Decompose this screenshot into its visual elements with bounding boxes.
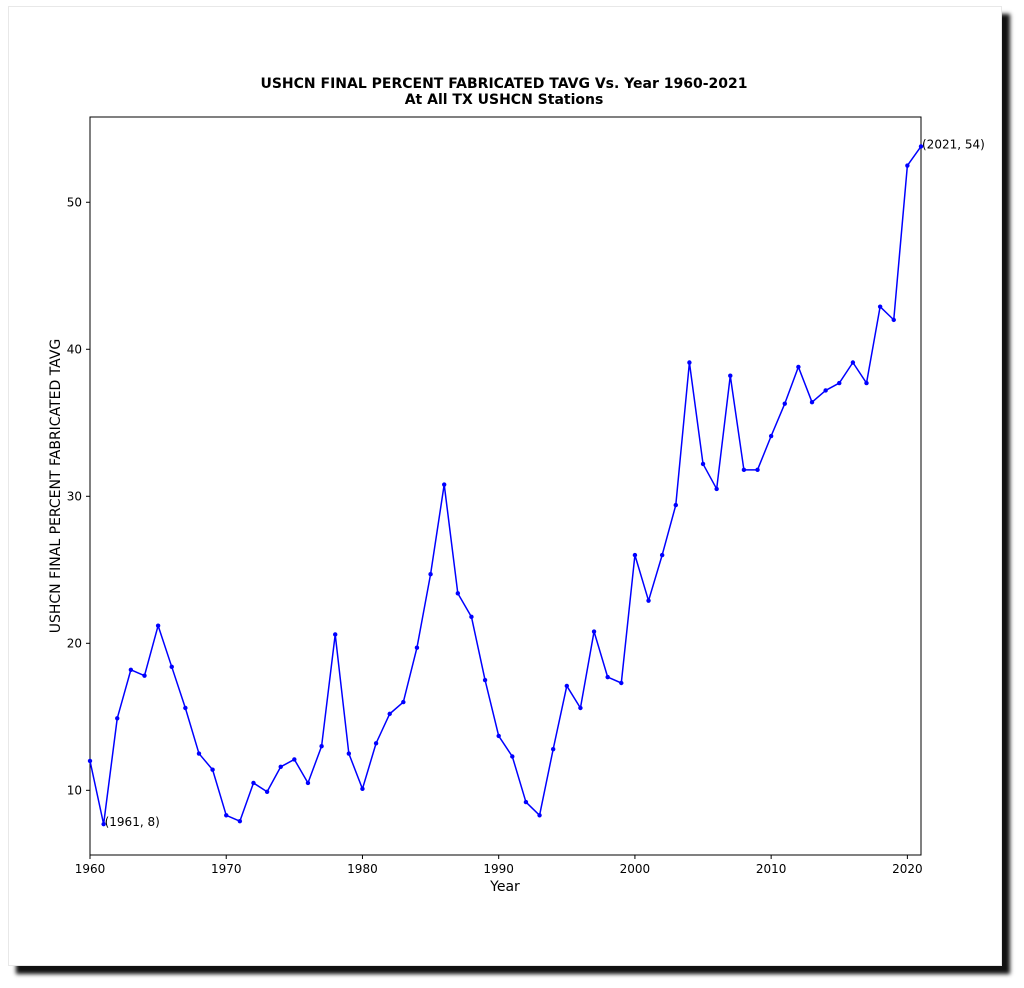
line-chart: USHCN FINAL PERCENT FABRICATED TAVG Vs. … bbox=[48, 76, 985, 895]
data-point bbox=[905, 163, 910, 168]
x-tick-label: 1990 bbox=[483, 862, 514, 876]
data-point bbox=[510, 754, 515, 759]
x-tick-label: 2010 bbox=[756, 862, 787, 876]
data-point bbox=[659, 552, 665, 558]
data-point bbox=[864, 380, 869, 386]
data-point bbox=[251, 780, 256, 786]
data-point bbox=[809, 400, 815, 405]
annotation-label: (1961, 8) bbox=[105, 815, 160, 829]
data-point bbox=[210, 767, 215, 772]
data-point bbox=[333, 632, 338, 637]
data-point bbox=[305, 780, 311, 786]
data-point bbox=[224, 813, 229, 818]
data-point bbox=[728, 373, 733, 378]
x-tick-label: 1960 bbox=[75, 862, 106, 876]
x-axis: 1960 1970 1980 1990 2000 2010 2020 bbox=[75, 855, 923, 876]
data-point bbox=[428, 572, 433, 577]
data-point bbox=[755, 467, 760, 473]
chart-title: USHCN FINAL PERCENT FABRICATED TAVG Vs. … bbox=[260, 76, 747, 92]
data-point bbox=[196, 751, 202, 756]
data-point bbox=[183, 705, 188, 711]
data-point bbox=[605, 674, 610, 680]
data-point bbox=[700, 461, 706, 467]
data-point bbox=[401, 699, 406, 705]
x-tick-label: 2020 bbox=[892, 862, 923, 876]
data-point bbox=[768, 433, 774, 439]
data-point bbox=[632, 552, 638, 558]
plot-area bbox=[89, 116, 922, 856]
data-point bbox=[673, 502, 678, 508]
data-point bbox=[169, 664, 174, 670]
x-axis-label: Year bbox=[489, 879, 520, 895]
series-line bbox=[89, 145, 922, 825]
data-point bbox=[741, 467, 747, 473]
data-point bbox=[823, 388, 828, 393]
data-point bbox=[714, 486, 719, 492]
data-point bbox=[319, 744, 324, 749]
data-point bbox=[414, 645, 420, 650]
chart-subtitle: At All TX USHCN Stations bbox=[405, 92, 604, 108]
data-point bbox=[646, 598, 651, 603]
data-point bbox=[837, 380, 842, 386]
data-point bbox=[850, 360, 856, 365]
data-point bbox=[346, 751, 352, 756]
data-point bbox=[687, 360, 692, 365]
x-tick-label: 2000 bbox=[620, 862, 651, 876]
data-point bbox=[115, 716, 120, 721]
y-tick-label: 20 bbox=[67, 636, 82, 650]
data-point bbox=[918, 144, 924, 149]
annotation-label: (2021, 54) bbox=[922, 137, 985, 151]
data-point bbox=[469, 614, 474, 620]
data-point bbox=[142, 673, 147, 678]
data-point bbox=[619, 680, 624, 686]
data-point bbox=[564, 683, 570, 689]
data-point bbox=[482, 677, 488, 683]
data-point bbox=[496, 733, 501, 739]
series-percent-fabricated bbox=[87, 144, 924, 827]
data-point bbox=[155, 623, 161, 628]
data-point bbox=[537, 813, 542, 818]
data-point bbox=[455, 591, 461, 596]
data-point bbox=[360, 786, 365, 792]
figure-frame: USHCN FINAL PERCENT FABRICATED TAVG Vs. … bbox=[8, 6, 1002, 966]
annotations: (1961, 8) (2021, 54) bbox=[105, 137, 985, 829]
y-tick-label: 50 bbox=[67, 195, 82, 209]
data-point bbox=[550, 746, 556, 752]
data-point bbox=[591, 629, 597, 634]
data-point bbox=[387, 711, 392, 717]
data-point bbox=[128, 667, 134, 672]
y-tick-label: 30 bbox=[67, 489, 82, 503]
y-tick-label: 10 bbox=[67, 783, 82, 797]
y-axis: 10 20 30 40 50 bbox=[67, 195, 90, 797]
data-point bbox=[441, 482, 447, 487]
data-point bbox=[101, 821, 106, 827]
data-point bbox=[278, 764, 283, 769]
data-point bbox=[237, 818, 243, 824]
data-point bbox=[523, 799, 529, 805]
data-point bbox=[877, 304, 883, 309]
x-tick-label: 1980 bbox=[347, 862, 378, 876]
data-point bbox=[578, 705, 583, 711]
data-point bbox=[891, 317, 896, 323]
data-point bbox=[292, 757, 297, 762]
y-axis-label: USHCN FINAL PERCENT FABRICATED TAVG bbox=[48, 339, 64, 634]
data-point bbox=[796, 364, 801, 370]
data-point bbox=[373, 741, 379, 746]
data-point bbox=[264, 789, 270, 794]
y-tick-label: 40 bbox=[67, 342, 82, 356]
x-tick-label: 1970 bbox=[211, 862, 242, 876]
data-point bbox=[87, 758, 93, 764]
data-point bbox=[782, 401, 787, 406]
